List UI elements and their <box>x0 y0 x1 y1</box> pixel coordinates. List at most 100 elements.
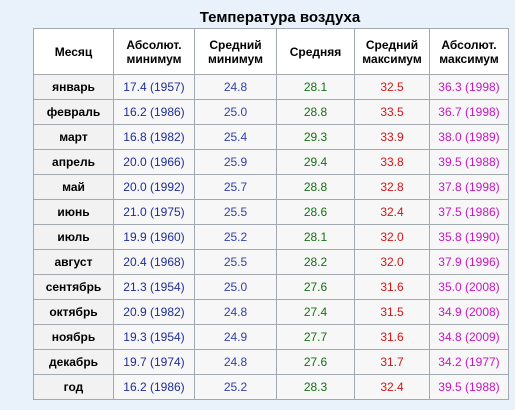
avg-cell: 27.7 <box>276 324 355 350</box>
abs-max-cell: 39.5 (1988) <box>429 149 509 175</box>
month-cell: июль <box>33 224 114 250</box>
abs-min-cell: 16.8 (1982) <box>113 124 195 150</box>
month-cell: июнь <box>33 199 114 225</box>
month-cell: сентябрь <box>33 274 114 300</box>
header-avg-max-line2: максимум <box>362 51 422 66</box>
avg-cell: 28.6 <box>276 199 355 225</box>
avg-cell: 28.3 <box>276 374 355 400</box>
abs-min-cell: 21.3 (1954) <box>113 274 195 300</box>
header-abs-min-line1: Абсолют. <box>126 37 182 52</box>
avg-max-cell: 32.5 <box>354 74 430 100</box>
header-avg-max: Средний максимум <box>354 28 430 75</box>
header-avg-min-line2: минимум <box>208 51 263 66</box>
month-cell: октябрь <box>33 299 114 325</box>
abs-max-cell: 38.0 (1989) <box>429 124 509 150</box>
abs-min-cell: 17.4 (1957) <box>113 74 195 100</box>
abs-max-cell: 35.0 (2008) <box>429 274 509 300</box>
month-cell: декабрь <box>33 349 114 375</box>
abs-min-cell: 20.0 (1992) <box>113 174 195 200</box>
table-row: апрель 20.0 (1966) 25.9 29.4 33.8 39.5 (… <box>33 149 509 175</box>
abs-min-cell: 16.2 (1986) <box>113 99 195 125</box>
month-cell: ноябрь <box>33 324 114 350</box>
month-cell: год <box>33 374 114 400</box>
table-row: март 16.8 (1982) 25.4 29.3 33.9 38.0 (19… <box>33 124 509 150</box>
header-avg: Средняя <box>276 28 355 75</box>
avg-min-cell: 25.0 <box>194 274 277 300</box>
avg-max-cell: 32.4 <box>354 374 430 400</box>
header-month-label: Месяц <box>54 44 93 59</box>
avg-min-cell: 25.7 <box>194 174 277 200</box>
abs-max-cell: 37.8 (1998) <box>429 174 509 200</box>
abs-min-cell: 20.9 (1982) <box>113 299 195 325</box>
header-abs-min-line2: минимум <box>126 51 182 66</box>
table-row: июнь 21.0 (1975) 25.5 28.6 32.4 37.5 (19… <box>33 199 509 225</box>
table-row: февраль 16.2 (1986) 25.0 28.8 33.5 36.7 … <box>33 99 509 125</box>
avg-cell: 27.6 <box>276 349 355 375</box>
avg-cell: 27.6 <box>276 274 355 300</box>
table-row: ноябрь 19.3 (1954) 24.9 27.7 31.6 34.8 (… <box>33 324 509 350</box>
abs-max-cell: 34.2 (1977) <box>429 349 509 375</box>
avg-min-cell: 25.5 <box>194 199 277 225</box>
table-row: январь 17.4 (1957) 24.8 28.1 32.5 36.3 (… <box>33 74 509 100</box>
table-row: август 20.4 (1968) 25.5 28.2 32.0 37.9 (… <box>33 249 509 275</box>
avg-max-cell: 32.4 <box>354 199 430 225</box>
avg-min-cell: 25.9 <box>194 149 277 175</box>
header-abs-max: Абсолют. максимум <box>429 28 509 75</box>
abs-max-cell: 34.9 (2008) <box>429 299 509 325</box>
avg-max-cell: 33.9 <box>354 124 430 150</box>
avg-max-cell: 31.6 <box>354 274 430 300</box>
header-abs-max-line2: максимум <box>439 51 499 66</box>
header-month: Месяц <box>33 28 114 75</box>
avg-min-cell: 24.8 <box>194 74 277 100</box>
avg-max-cell: 31.5 <box>354 299 430 325</box>
table-row: май 20.0 (1992) 25.7 28.8 32.8 37.8 (199… <box>33 174 509 200</box>
abs-max-cell: 37.5 (1986) <box>429 199 509 225</box>
header-row: Месяц Абсолют. минимум Средний минимум С… <box>33 28 509 75</box>
month-cell: январь <box>33 74 114 100</box>
avg-max-cell: 31.6 <box>354 324 430 350</box>
avg-max-cell: 32.0 <box>354 224 430 250</box>
abs-min-cell: 21.0 (1975) <box>113 199 195 225</box>
header-avg-max-line1: Средний <box>365 37 419 52</box>
avg-cell: 27.4 <box>276 299 355 325</box>
table-row: июль 19.9 (1960) 25.2 28.1 32.0 35.8 (19… <box>33 224 509 250</box>
month-cell: май <box>33 174 114 200</box>
table-header: Месяц Абсолют. минимум Средний минимум С… <box>33 28 509 75</box>
table-title: Температура воздуха <box>199 9 361 26</box>
header-avg-min: Средний минимум <box>194 28 277 75</box>
table-body: январь 17.4 (1957) 24.8 28.1 32.5 36.3 (… <box>33 74 509 400</box>
avg-cell: 29.4 <box>276 149 355 175</box>
avg-cell: 28.2 <box>276 249 355 275</box>
avg-min-cell: 25.2 <box>194 374 277 400</box>
abs-max-cell: 37.9 (1996) <box>429 249 509 275</box>
abs-min-cell: 19.7 (1974) <box>113 349 195 375</box>
avg-max-cell: 33.8 <box>354 149 430 175</box>
month-cell: август <box>33 249 114 275</box>
abs-max-cell: 36.7 (1998) <box>429 99 509 125</box>
header-avg-label: Средняя <box>289 44 342 59</box>
month-cell: февраль <box>33 99 114 125</box>
avg-max-cell: 32.0 <box>354 249 430 275</box>
avg-min-cell: 25.0 <box>194 99 277 125</box>
abs-max-cell: 36.3 (1998) <box>429 74 509 100</box>
abs-max-cell: 35.8 (1990) <box>429 224 509 250</box>
avg-min-cell: 25.4 <box>194 124 277 150</box>
month-cell: апрель <box>33 149 114 175</box>
avg-max-cell: 33.5 <box>354 99 430 125</box>
abs-min-cell: 19.9 (1960) <box>113 224 195 250</box>
avg-min-cell: 25.2 <box>194 224 277 250</box>
avg-cell: 28.1 <box>276 224 355 250</box>
table-row: сентябрь 21.3 (1954) 25.0 27.6 31.6 35.0… <box>33 274 509 300</box>
abs-min-cell: 19.3 (1954) <box>113 324 195 350</box>
avg-cell: 28.8 <box>276 174 355 200</box>
table-row-year: год 16.2 (1986) 25.2 28.3 32.4 39.5 (198… <box>33 374 509 400</box>
abs-max-cell: 39.5 (1988) <box>429 374 509 400</box>
avg-max-cell: 31.7 <box>354 349 430 375</box>
abs-min-cell: 16.2 (1986) <box>113 374 195 400</box>
avg-min-cell: 25.5 <box>194 249 277 275</box>
abs-max-cell: 34.8 (2009) <box>429 324 509 350</box>
avg-cell: 29.3 <box>276 124 355 150</box>
temperature-table: Месяц Абсолют. минимум Средний минимум С… <box>33 28 509 400</box>
avg-max-cell: 32.8 <box>354 174 430 200</box>
abs-min-cell: 20.4 (1968) <box>113 249 195 275</box>
